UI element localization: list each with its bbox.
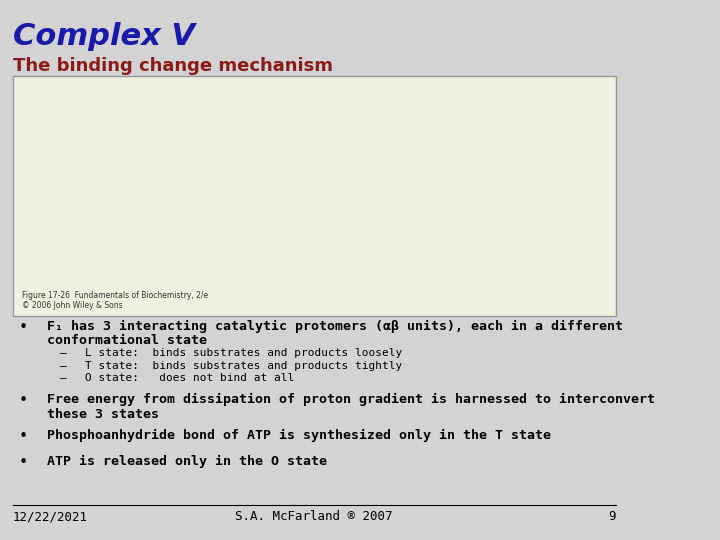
Text: •: • [19, 455, 28, 470]
Text: L state:  binds substrates and products loosely: L state: binds substrates and products l… [85, 348, 402, 359]
Text: 9: 9 [608, 510, 616, 523]
Text: •: • [19, 429, 28, 444]
Text: Phosphoanhydride bond of ATP is synthesized only in the T state: Phosphoanhydride bond of ATP is synthesi… [47, 429, 551, 442]
Text: –: – [60, 348, 66, 359]
Text: Figure 17-26  Fundamentals of Biochemistry, 2/e
© 2006 John Wiley & Sons: Figure 17-26 Fundamentals of Biochemistr… [22, 291, 208, 310]
Text: conformational state: conformational state [47, 334, 207, 347]
Text: F₁ has 3 interacting catalytic protomers (αβ units), each in a different: F₁ has 3 interacting catalytic protomers… [47, 320, 623, 333]
Text: •: • [19, 393, 28, 408]
Text: •: • [19, 320, 28, 335]
FancyBboxPatch shape [12, 76, 616, 316]
Text: these 3 states: these 3 states [47, 408, 159, 421]
Text: O state:   does not bind at all: O state: does not bind at all [85, 373, 294, 383]
Text: –: – [60, 361, 66, 371]
Text: ATP is released only in the O state: ATP is released only in the O state [47, 455, 327, 468]
Text: S.A. McFarland ® 2007: S.A. McFarland ® 2007 [235, 510, 393, 523]
Text: 12/22/2021: 12/22/2021 [12, 510, 88, 523]
Text: The binding change mechanism: The binding change mechanism [12, 57, 333, 75]
Text: –: – [60, 373, 66, 383]
Text: Free energy from dissipation of proton gradient is harnessed to interconvert: Free energy from dissipation of proton g… [47, 393, 655, 406]
Text: Complex V: Complex V [12, 22, 194, 51]
Text: T state:  binds substrates and products tightly: T state: binds substrates and products t… [85, 361, 402, 371]
